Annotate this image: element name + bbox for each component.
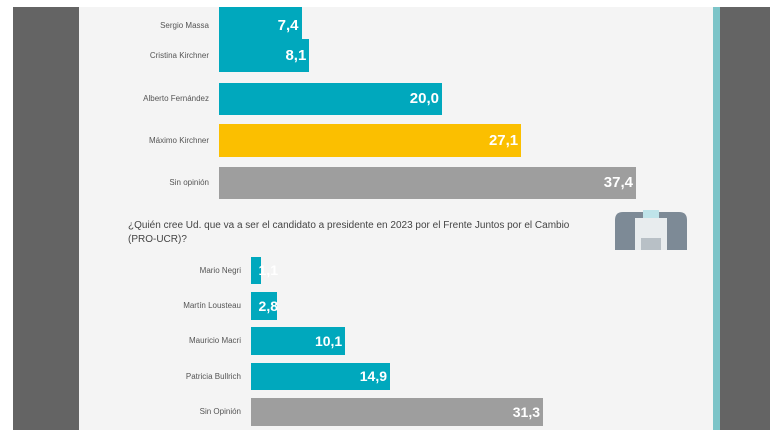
ballot-box-icon [615, 210, 687, 250]
category-label: Sin Opinión [199, 407, 241, 416]
bar [251, 398, 544, 426]
category-label: Cristina Kirchner [149, 50, 209, 60]
bar [219, 124, 522, 157]
value-label: 20,0 [409, 90, 439, 107]
bar [219, 83, 442, 115]
value-label: 7,4 [277, 17, 299, 34]
accent-stripe [713, 7, 720, 430]
value-label: 31,3 [512, 403, 541, 420]
category-label: Mauricio Macri [188, 336, 241, 345]
category-label: Sin opinión [169, 178, 209, 187]
value-label: 37,4 [603, 174, 633, 191]
category-label: Alberto Fernández [143, 94, 209, 103]
bar [251, 257, 262, 284]
category-label: Mario Negri [199, 265, 241, 275]
bar [219, 39, 310, 72]
bar [251, 327, 346, 355]
value-label: 2,8 [258, 297, 278, 314]
category-label: Martín Lousteau [183, 301, 241, 310]
value-label: 1,1 [258, 262, 278, 279]
bar [251, 292, 278, 320]
category-label: Sergio Massa [160, 21, 209, 30]
question-title: ¿Quién cree Ud. que va a ser el candidat… [128, 220, 570, 245]
bar [219, 7, 302, 45]
bar [219, 167, 636, 199]
category-label: Patricia Bullrich [185, 371, 241, 381]
bar [251, 363, 391, 390]
value-label: 27,1 [488, 131, 519, 149]
value-label: 10,1 [314, 332, 343, 349]
value-label: 14,9 [359, 368, 388, 385]
category-label: Máximo Kirchner [148, 135, 209, 145]
chart-panel [79, 7, 713, 430]
value-label: 8,1 [285, 46, 307, 64]
